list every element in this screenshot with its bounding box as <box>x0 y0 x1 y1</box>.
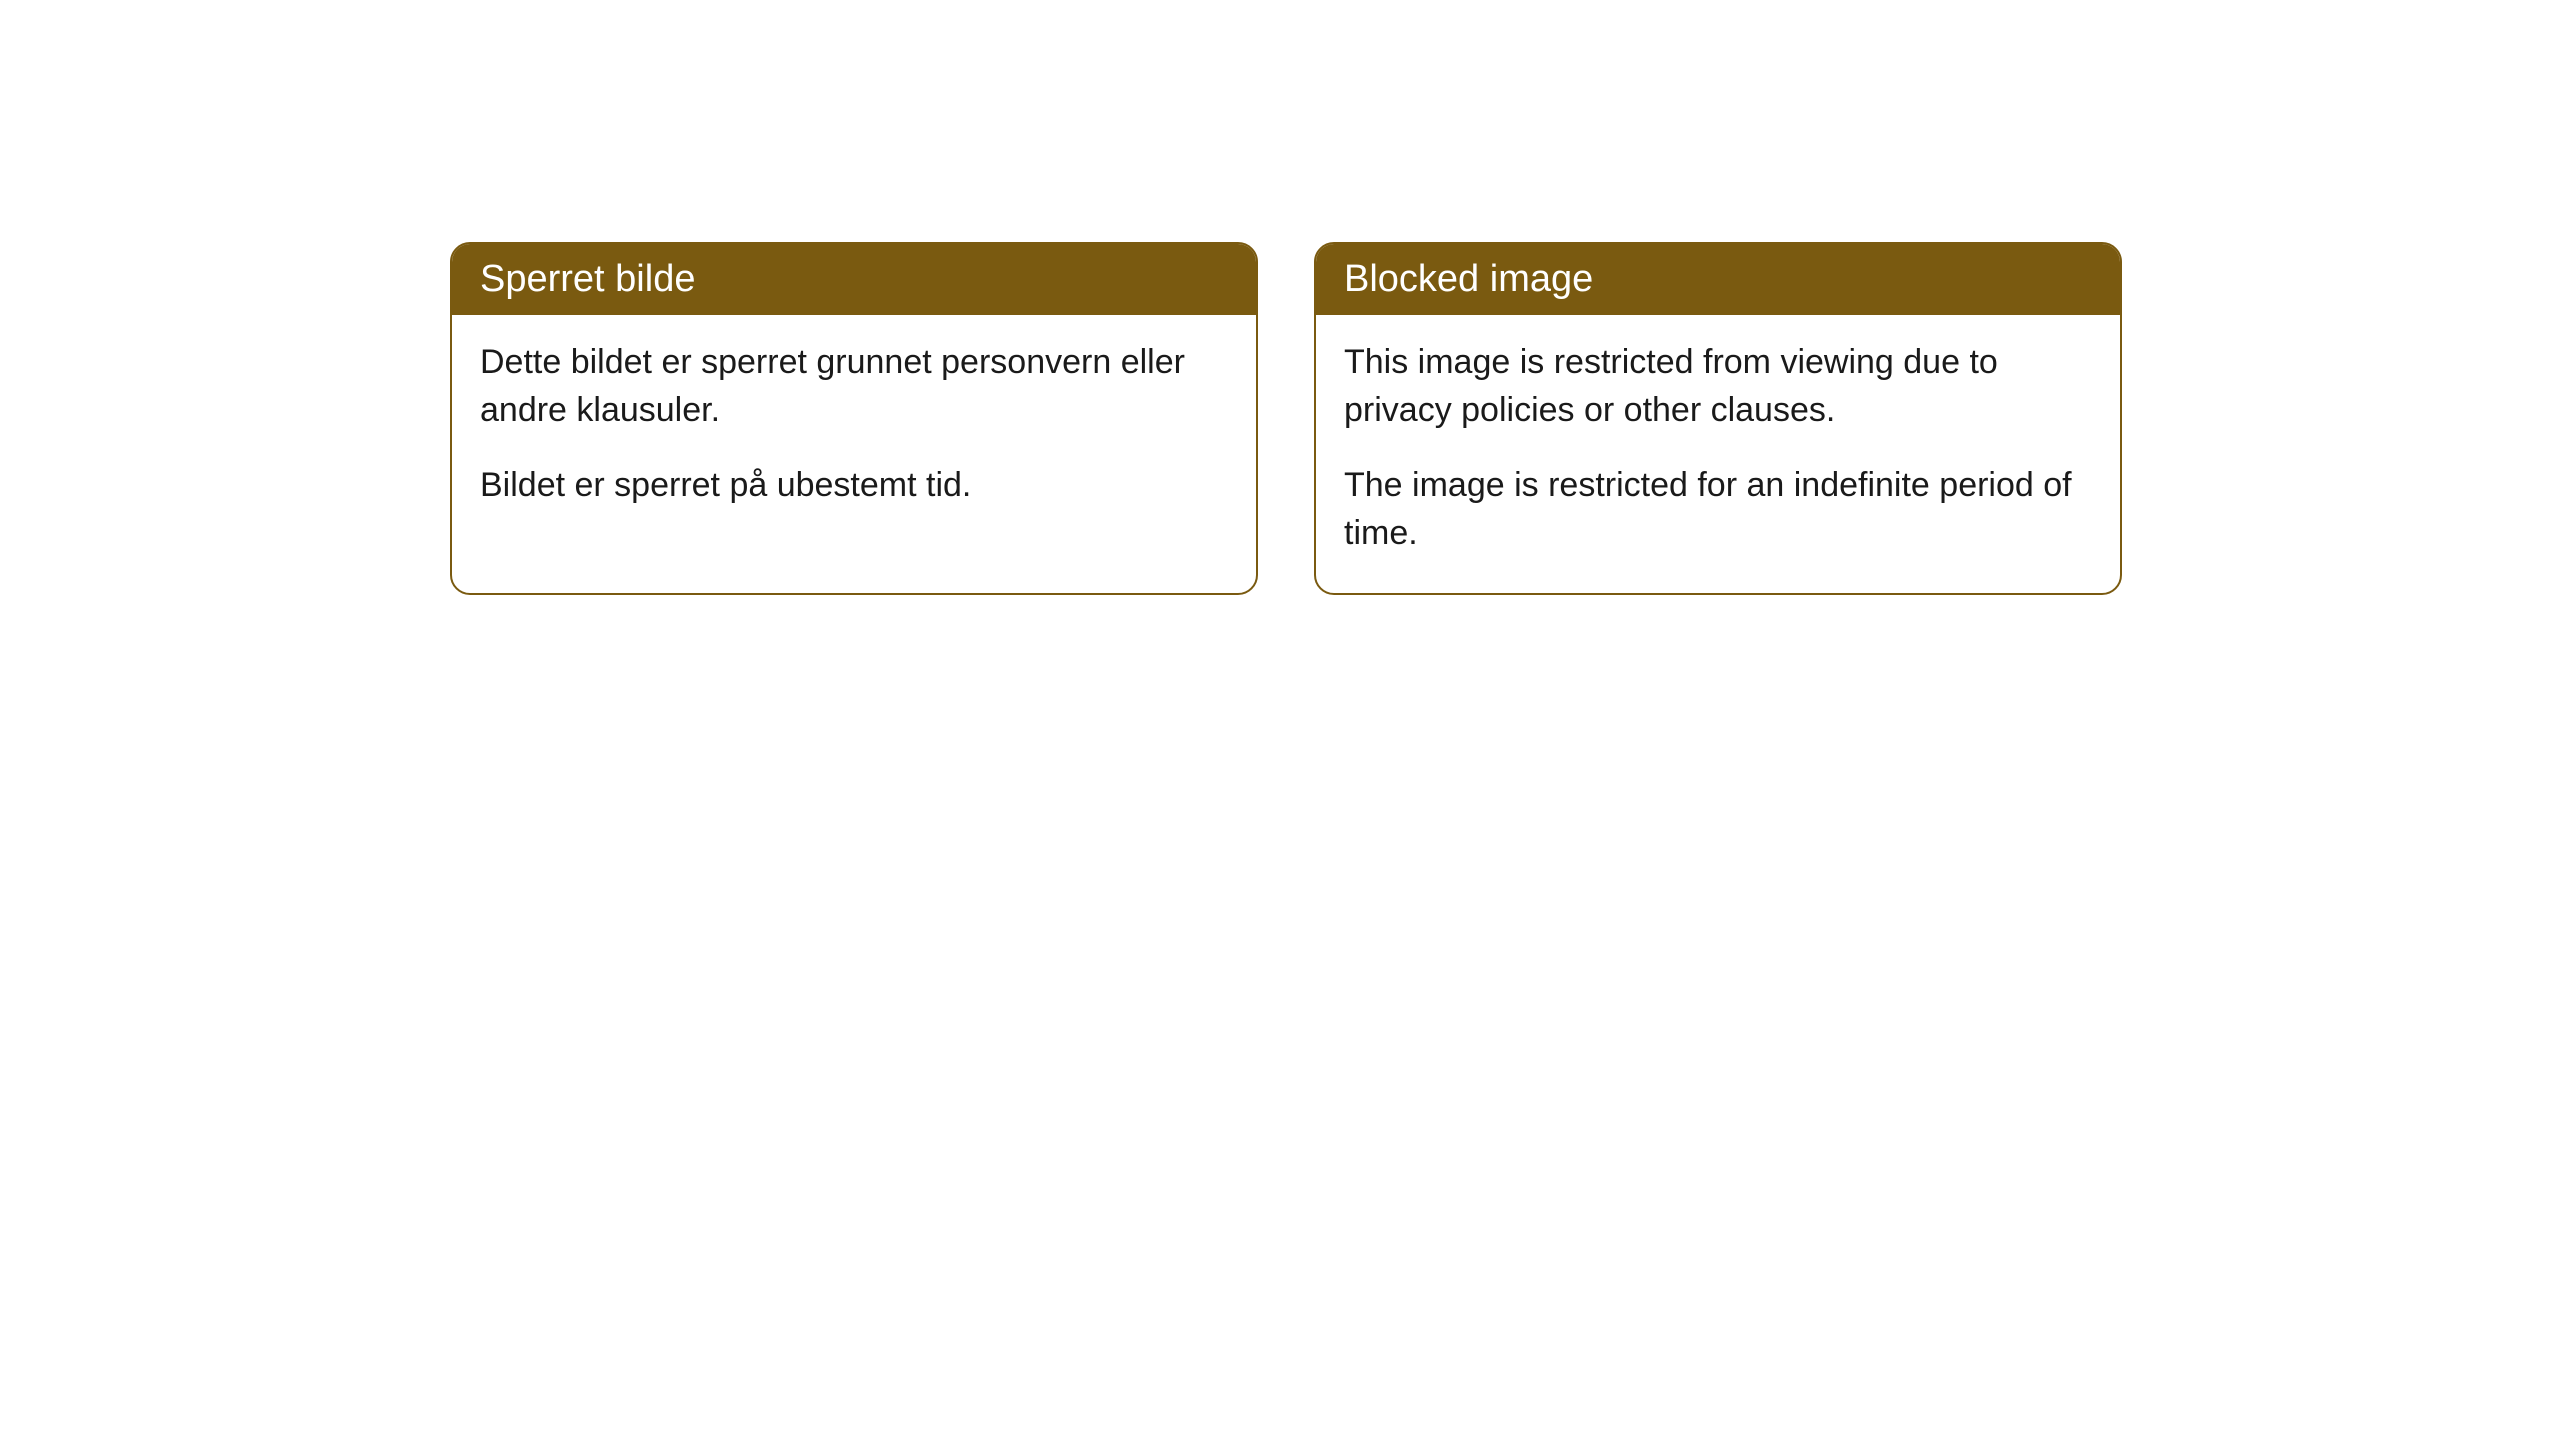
notice-card-english: Blocked image This image is restricted f… <box>1314 242 2122 595</box>
notice-card-norwegian: Sperret bilde Dette bildet er sperret gr… <box>450 242 1258 595</box>
notice-paragraph: Bildet er sperret på ubestemt tid. <box>480 462 1228 510</box>
notice-header-english: Blocked image <box>1316 244 2120 315</box>
notice-header-norwegian: Sperret bilde <box>452 244 1256 315</box>
notice-container: Sperret bilde Dette bildet er sperret gr… <box>450 242 2122 595</box>
notice-title: Blocked image <box>1344 258 1593 300</box>
notice-paragraph: This image is restricted from viewing du… <box>1344 339 2092 434</box>
notice-body-norwegian: Dette bildet er sperret grunnet personve… <box>452 315 1256 546</box>
notice-paragraph: Dette bildet er sperret grunnet personve… <box>480 339 1228 434</box>
notice-paragraph: The image is restricted for an indefinit… <box>1344 462 2092 557</box>
notice-body-english: This image is restricted from viewing du… <box>1316 315 2120 593</box>
notice-title: Sperret bilde <box>480 258 695 300</box>
